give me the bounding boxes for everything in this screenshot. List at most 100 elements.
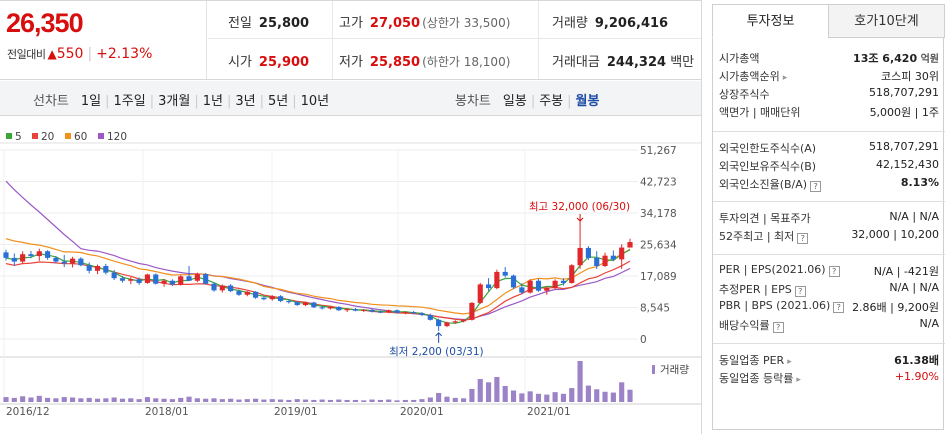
candle-body [111,272,117,279]
info-value: N/A | N/A [889,210,939,223]
chart-panel: 26,350 전일대비 ▲550 | +2.13% 전일 25,800 고가 27,050… [0,0,701,434]
volume-bar [78,398,84,402]
candle-body [619,247,625,260]
volume-label: 거래량 [552,16,588,31]
quote-stats: 전일 25,800 고가 27,050 (상한가 33,500) 거래량 9,206,4… [208,1,701,79]
candle-body [560,280,567,283]
divider [713,131,945,132]
candle-body [153,274,159,284]
help-icon[interactable]: ? [833,302,845,313]
tab-investment-info[interactable]: 투자정보 [712,4,829,38]
volume-bar [377,399,383,402]
candle-body [535,280,542,291]
line-chart-group: 선차트 1일 | 1주일 | 3개월 | 1년 | 3년 | 5년 | 10년 [33,90,333,109]
info-label: 상장주식수 [719,88,770,101]
candle-body [610,255,616,260]
volume-bar [452,397,458,402]
candle-body [319,307,325,309]
info-label: PBR | BPS (2021.06)? [719,299,845,313]
candle-body [585,247,591,258]
volume-bar [494,376,500,402]
line-period-2[interactable]: 3개월 [158,94,191,109]
price-chart[interactable]: 51,267 42,723 34,178 25,634 17,089 8,545 0 2016… [0,117,701,434]
volume-bar [244,399,250,402]
candle-chart-group: 봉차트 일봉 | 주봉 | 월봉 [455,90,603,109]
candle-body [236,291,242,295]
divider [713,343,945,344]
line-period-1[interactable]: 1주일 [113,94,146,109]
legend-label: 20 [41,131,54,143]
line-period-3[interactable]: 1년 [202,94,223,109]
candle-body [194,274,200,281]
volume-bar [577,361,583,402]
volume-bar [286,399,292,402]
volume-bar [436,392,442,402]
candle-body [419,313,425,316]
candle-body [477,284,483,303]
volume-bar [394,400,400,402]
line-period-0[interactable]: 1일 [80,94,102,109]
volume-bar [527,391,533,402]
chevron-right-icon[interactable]: ▸ [782,73,788,83]
candle-body [286,301,292,303]
trade-amount: 거래대금 244,324 백만 [552,51,694,70]
chevron-right-icon[interactable]: ▸ [796,375,801,385]
candle-body [602,255,608,267]
info-row: 외국인보유주식수(B) 42,152,430 [713,156,945,174]
help-icon[interactable]: ? [794,286,806,297]
volume-bar [69,397,76,402]
divider: | [259,94,264,109]
low-value: 25,850 [369,55,421,70]
volume-bar [261,399,267,402]
candle-period-2[interactable]: 월봉 [575,94,600,109]
info-row: PBR | BPS (2021.06)? 2.86배 | 9,200원 [713,297,945,315]
info-value: 코스피 30위 [881,70,939,83]
y-tick-label: 34,178 [640,208,677,220]
help-icon[interactable]: ? [772,322,784,333]
prev-close-value: 25,800 [258,16,310,31]
volume-bar [178,397,184,402]
low-annotation: 최저 2,200 (03/31) [389,346,484,358]
divider [332,1,333,79]
x-tick-label: 2021/01 [527,406,571,418]
price-box: 26,350 전일대비 ▲550 | +2.13% [0,1,207,79]
candle-body [11,257,17,262]
info-value: 2.86배 | 9,200원 [852,301,939,314]
tab-order-book[interactable]: 호가10단계 [828,4,945,38]
help-icon[interactable]: ? [797,233,809,244]
volume-bar [144,397,151,402]
volume-bar [36,395,42,402]
chevron-right-icon[interactable]: ▸ [787,357,792,367]
candle-body [469,302,475,320]
legend-label: 120 [107,131,127,143]
line-period-4[interactable]: 3년 [235,94,256,109]
line-period-6[interactable]: 10년 [300,94,330,109]
line-chart-label: 선차트 [33,94,69,109]
candle-body [20,254,26,262]
candle-body [228,285,234,292]
candle-body [211,283,217,291]
volume-bar [519,393,525,402]
volume-bar [86,397,92,402]
help-icon[interactable]: ? [810,181,822,192]
candle-body [519,287,525,293]
info-unit: 억원 [917,54,939,65]
volume-bar [477,379,483,402]
y-tick-label: 51,267 [640,145,677,157]
candle-period-1[interactable]: 주봉 [539,94,564,109]
info-value: 518,707,291 [869,86,939,99]
volume-bar [277,399,284,402]
volume-bar [419,399,425,402]
help-icon[interactable]: ? [828,266,840,277]
volume-bar [169,399,175,402]
current-price: 26,350 [6,8,84,38]
info-value: 518,707,291 [869,140,939,153]
candle-period-0[interactable]: 일봉 [502,94,527,109]
candle-body [402,312,408,314]
line-period-5[interactable]: 5년 [267,94,289,109]
volume-bar [253,398,259,402]
candle-body [219,285,225,291]
info-label: 52주최고 | 최저? [719,228,809,244]
x-tick-label: 2020/01 [400,406,444,418]
